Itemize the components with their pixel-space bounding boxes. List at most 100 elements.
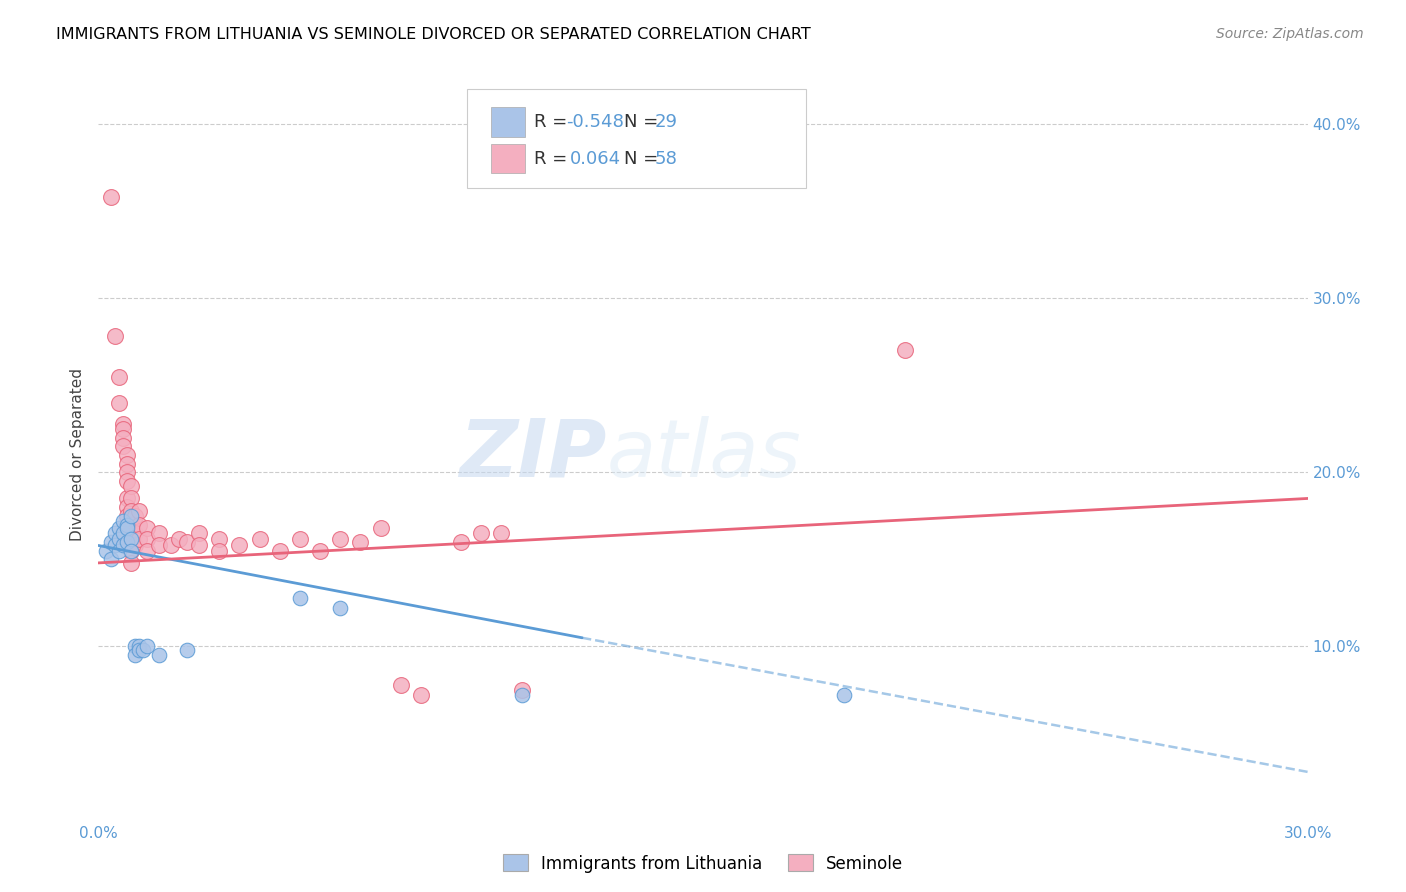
Point <box>370 521 392 535</box>
Point <box>107 369 129 384</box>
Text: R =: R = <box>534 150 578 168</box>
Point <box>107 543 129 558</box>
Text: R =: R = <box>534 113 572 131</box>
Point <box>111 514 134 528</box>
Point <box>208 543 231 558</box>
Point <box>115 535 138 549</box>
Point <box>124 539 146 553</box>
Text: Source: ZipAtlas.com: Source: ZipAtlas.com <box>1216 27 1364 41</box>
Point <box>450 535 472 549</box>
FancyBboxPatch shape <box>467 89 806 188</box>
Point <box>288 532 311 546</box>
Point <box>120 479 142 493</box>
Point <box>176 643 198 657</box>
Y-axis label: Divorced or Separated: Divorced or Separated <box>69 368 84 541</box>
Point <box>148 539 170 553</box>
Point <box>115 521 138 535</box>
Point <box>148 648 170 663</box>
Point <box>115 457 138 471</box>
Point <box>120 535 142 549</box>
Point <box>96 543 118 558</box>
Point <box>115 466 138 480</box>
Point <box>188 526 211 541</box>
Point <box>107 521 129 535</box>
Point <box>115 491 138 506</box>
Text: 0.064: 0.064 <box>569 150 621 168</box>
Point <box>115 508 138 523</box>
Point <box>893 343 915 358</box>
Point <box>349 535 371 549</box>
Point <box>491 526 513 541</box>
FancyBboxPatch shape <box>492 144 526 173</box>
Text: ZIP: ZIP <box>458 416 606 494</box>
Point <box>120 556 142 570</box>
Point <box>160 539 183 553</box>
Text: N =: N = <box>624 150 665 168</box>
Point <box>188 539 211 553</box>
Text: N =: N = <box>624 113 665 131</box>
Point <box>329 601 352 615</box>
Point <box>120 508 142 523</box>
Point <box>111 422 134 436</box>
Point <box>124 508 146 523</box>
Point <box>107 532 129 546</box>
Point <box>115 500 138 515</box>
Point <box>135 521 157 535</box>
FancyBboxPatch shape <box>492 107 526 136</box>
Point <box>111 430 134 444</box>
Point <box>208 532 231 546</box>
Point <box>120 517 142 532</box>
Point <box>124 526 146 541</box>
Point <box>309 543 332 558</box>
Point <box>120 503 142 517</box>
Point <box>100 535 122 549</box>
Point <box>111 439 134 453</box>
Point <box>288 591 311 605</box>
Text: atlas: atlas <box>606 416 801 494</box>
Point <box>832 688 855 702</box>
Point <box>228 539 250 553</box>
Point <box>103 329 125 343</box>
Text: 29: 29 <box>655 113 678 131</box>
Point <box>103 539 125 553</box>
Point <box>167 532 190 546</box>
Point <box>120 526 142 541</box>
Legend: Immigrants from Lithuania, Seminole: Immigrants from Lithuania, Seminole <box>496 847 910 880</box>
Point <box>124 640 146 654</box>
Point <box>135 640 157 654</box>
Point <box>329 532 352 546</box>
Point <box>115 474 138 488</box>
Point <box>135 543 157 558</box>
Point <box>115 517 138 532</box>
Point <box>100 552 122 566</box>
Point <box>115 448 138 462</box>
Point <box>132 643 155 657</box>
Point <box>120 543 142 558</box>
Point <box>176 535 198 549</box>
Text: IMMIGRANTS FROM LITHUANIA VS SEMINOLE DIVORCED OR SEPARATED CORRELATION CHART: IMMIGRANTS FROM LITHUANIA VS SEMINOLE DI… <box>56 27 811 42</box>
Point <box>111 526 134 541</box>
Text: 58: 58 <box>655 150 678 168</box>
Point <box>120 543 142 558</box>
Point <box>269 543 291 558</box>
Point <box>100 190 122 204</box>
Point <box>128 503 150 517</box>
Point <box>510 688 533 702</box>
Point <box>128 643 150 657</box>
Point <box>470 526 492 541</box>
Point <box>111 417 134 431</box>
Point <box>510 683 533 698</box>
Point <box>249 532 271 546</box>
Point <box>120 532 142 546</box>
Point <box>124 648 146 663</box>
Point <box>120 491 142 506</box>
Point <box>128 517 150 532</box>
Point <box>135 532 157 546</box>
Point <box>389 678 412 692</box>
Point <box>111 539 134 553</box>
Point <box>409 688 432 702</box>
Point <box>128 532 150 546</box>
Point <box>148 526 170 541</box>
Point <box>128 640 150 654</box>
Text: -0.548: -0.548 <box>567 113 624 131</box>
